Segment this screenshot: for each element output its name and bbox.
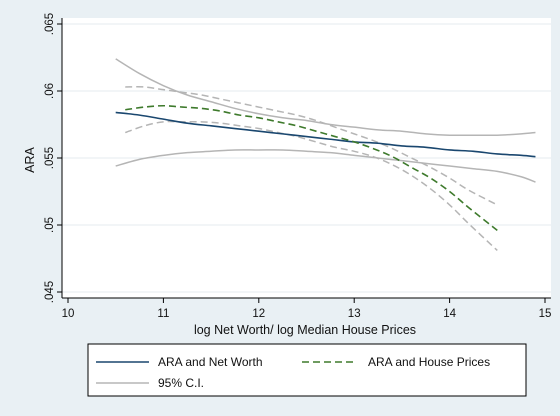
ci-band-1-lower (115, 149, 536, 183)
ci-band-2-lower (124, 120, 498, 252)
legend-label-net-worth: ARA and Net Worth (158, 355, 263, 369)
x-tick-label: 14 (443, 308, 456, 320)
x-tick-label: 11 (157, 308, 169, 320)
series-lines (115, 104, 536, 231)
x-tick-label: 10 (62, 308, 75, 320)
confidence-bands (115, 58, 536, 252)
y-axis-label: ARA (23, 146, 37, 172)
legend: ARA and Net Worth ARA and House Prices 9… (87, 343, 527, 397)
legend-label-house-prices: ARA and House Prices (368, 355, 490, 369)
x-tick-label: 13 (348, 308, 361, 320)
y-tick-label: .06 (44, 83, 56, 99)
axis-ticks: .045 .05 .055 .06 .065 10 11 12 13 14 15 (44, 13, 551, 320)
series-line-net-worth (115, 111, 536, 158)
y-tick-label: .055 (44, 147, 56, 169)
x-tick-label: 12 (252, 308, 265, 320)
x-tick-label: 15 (539, 308, 552, 320)
grid-lines (62, 23, 551, 293)
series-line-house-prices (125, 104, 498, 231)
y-tick-label: .045 (44, 281, 56, 303)
ci-band-1-upper (115, 58, 536, 137)
ci-band-2-upper (125, 86, 498, 206)
y-tick-label: .05 (44, 217, 56, 233)
y-tick-label: .065 (44, 13, 56, 35)
legend-label-ci: 95% C.I. (158, 376, 204, 390)
legend-box (87, 343, 527, 397)
x-axis-label: log Net Worth/ log Median House Prices (194, 323, 416, 337)
